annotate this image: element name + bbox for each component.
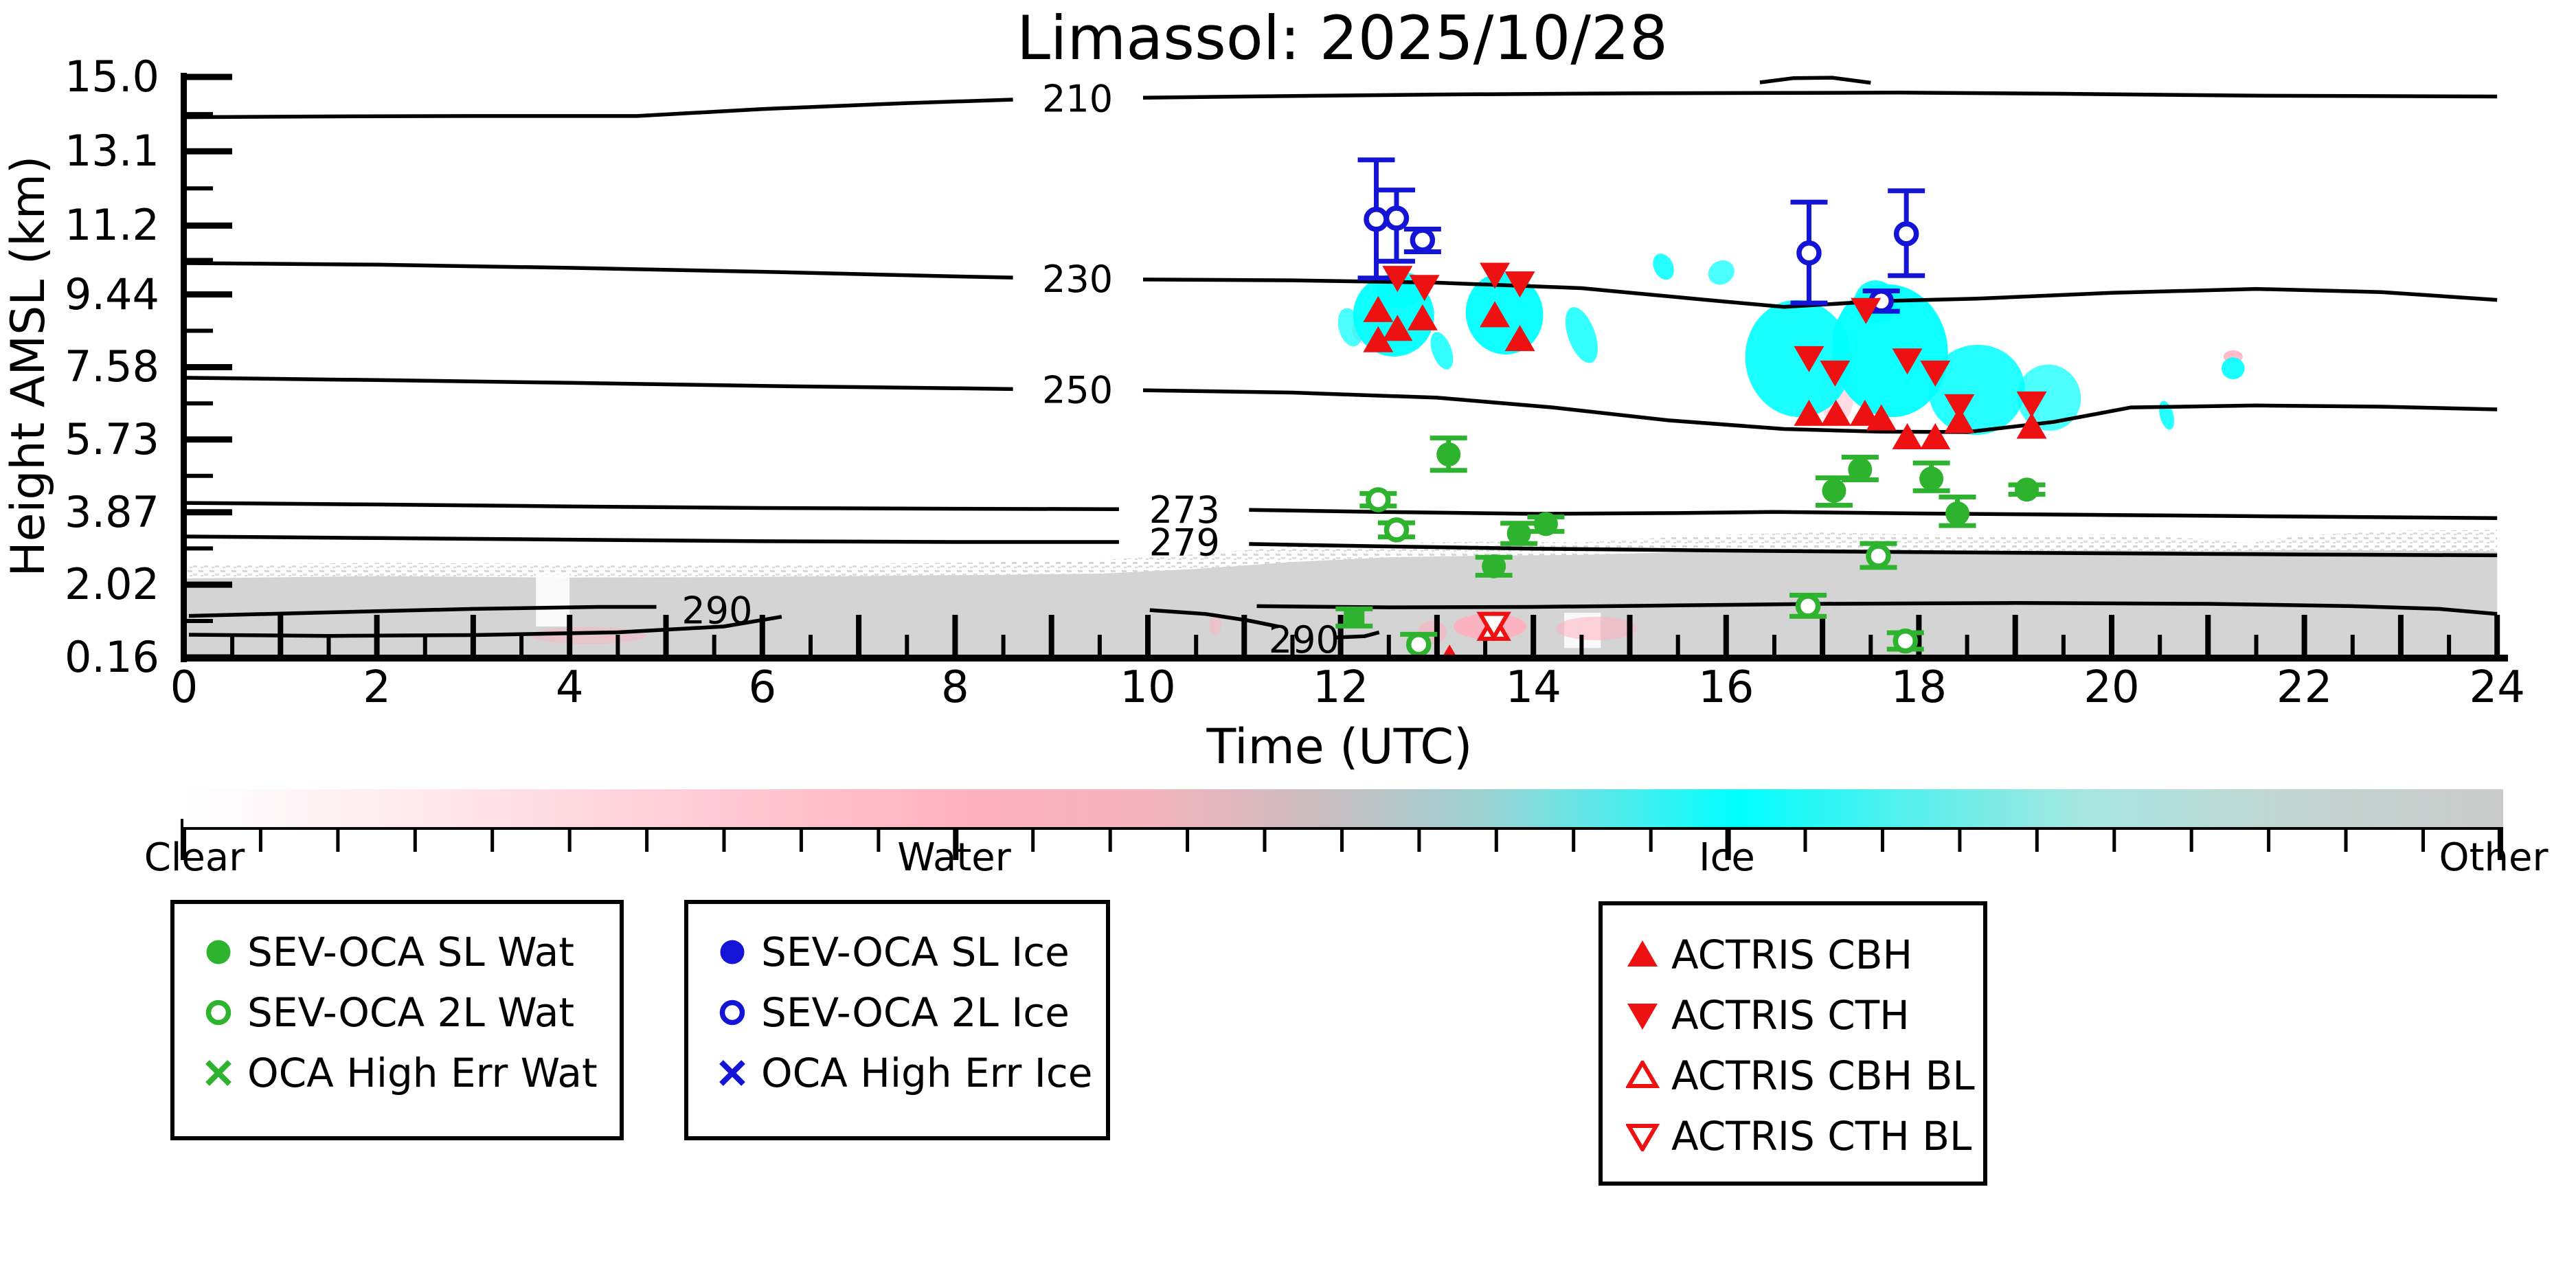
legend-row: SEV-OCA SL Ice — [716, 922, 1106, 982]
filled-triangle-down-icon — [1626, 1000, 1662, 1030]
legend-label: ACTRIS CTH BL — [1671, 1113, 1972, 1160]
series-actris-cbh — [1363, 295, 2047, 660]
filled-circle-icon — [716, 937, 752, 967]
y-tick-label: 3.87 — [64, 486, 159, 537]
x-tick-label: 4 — [555, 662, 584, 713]
legend-row: SEV-OCA 2L Ice — [716, 982, 1106, 1043]
svg-text:250: 250 — [1042, 369, 1113, 412]
classification-colorbar — [183, 789, 2503, 827]
x-tick-label: 2 — [363, 662, 391, 713]
x-mark-icon — [716, 1058, 752, 1088]
legend-label: ACTRIS CBH BL — [1671, 1052, 1975, 1099]
x-tick-label: 24 — [2469, 662, 2525, 713]
x-tick-label: 0 — [170, 662, 199, 713]
legend-row: ACTRIS CTH BL — [1626, 1106, 1983, 1166]
legend-box-water: SEV-OCA SL Wat SEV-OCA 2L Wat OCA High E… — [170, 900, 624, 1140]
open-circle-icon — [716, 997, 752, 1028]
legend-label: ACTRIS CTH — [1671, 992, 1910, 1039]
legend-label: OCA High Err Wat — [247, 1050, 598, 1096]
open-triangle-up-icon — [1626, 1061, 1662, 1091]
y-axis-ticks — [183, 74, 232, 661]
svg-text:210: 210 — [1042, 77, 1113, 120]
ice-cloud-regions — [1337, 253, 2245, 436]
legend-row: SEV-OCA SL Wat — [202, 922, 620, 982]
series-actris-cth — [1382, 262, 2047, 420]
temperature-contours — [183, 76, 2498, 640]
legend-box-ice: SEV-OCA SL Ice SEV-OCA 2L Ice OCA High E… — [684, 900, 1110, 1140]
legend-row: ACTRIS CBH — [1626, 925, 1983, 985]
y-tick-label: 9.44 — [64, 269, 159, 319]
series-sev-oca-sl-wat — [1430, 436, 2046, 578]
svg-text:279: 279 — [1149, 521, 1220, 565]
colorbar-label-water: Water — [897, 835, 1011, 880]
legend-box-actris: ACTRIS CBH ACTRIS CTH ACTRIS CBH BL ACTR… — [1598, 901, 1987, 1186]
y-tick-label: 15.0 — [64, 52, 159, 102]
x-tick-label: 14 — [1505, 662, 1561, 713]
x-tick-label: 20 — [2083, 662, 2140, 713]
legend-row: OCA High Err Ice — [716, 1043, 1106, 1103]
legend-label: SEV-OCA 2L Ice — [761, 989, 1070, 1036]
legend-label: OCA High Err Ice — [761, 1050, 1093, 1096]
x-tick-label: 16 — [1698, 662, 1754, 713]
series-actris-cth-bl — [1476, 611, 1511, 642]
legend-label: ACTRIS CBH — [1671, 931, 1913, 978]
colorbar-label-clear: Clear — [144, 835, 245, 880]
open-triangle-down-icon — [1626, 1121, 1662, 1151]
y-tick-label: 7.58 — [64, 341, 159, 392]
legend-row: ACTRIS CTH — [1626, 985, 1983, 1046]
legend-label: SEV-OCA SL Ice — [761, 929, 1070, 975]
y-tick-label: 2.02 — [64, 559, 159, 610]
filled-triangle-up-icon — [1626, 940, 1662, 970]
x-axis-ticks — [181, 615, 2500, 657]
x-axis-label: Time (UTC) — [1206, 719, 1473, 775]
y-tick-label: 11.2 — [64, 200, 159, 251]
x-tick-label: 10 — [1120, 662, 1176, 713]
svg-text:290: 290 — [1269, 618, 1340, 662]
axis-spines — [181, 73, 2508, 662]
y-tick-label: 0.16 — [64, 631, 159, 682]
legend-row: SEV-OCA 2L Wat — [202, 982, 620, 1043]
colorbar-label-other: Other — [2439, 835, 2549, 880]
filled-circle-icon — [202, 937, 238, 967]
svg-text:230: 230 — [1042, 258, 1113, 301]
x-mark-icon — [202, 1058, 238, 1088]
x-tick-label: 22 — [2276, 662, 2333, 713]
page-title: Limassol: 2025/10/28 — [1017, 3, 1668, 74]
open-circle-icon — [202, 997, 238, 1028]
legend-row: OCA High Err Wat — [202, 1043, 620, 1103]
colorbar-label-ice: Ice — [1699, 835, 1755, 880]
y-tick-label: 13.1 — [64, 126, 159, 177]
svg-text:273: 273 — [1149, 488, 1220, 532]
legend-row: ACTRIS CBH BL — [1626, 1046, 1983, 1106]
x-tick-label: 8 — [941, 662, 969, 713]
y-tick-label: 5.73 — [64, 414, 159, 464]
legend-label: SEV-OCA 2L Wat — [247, 989, 575, 1036]
x-tick-label: 18 — [1890, 662, 1947, 713]
svg-text:290: 290 — [681, 589, 752, 633]
series-sev-oca-sl-wat-near-surface — [1335, 606, 1373, 629]
series-sev-oca-2l-ice — [1357, 157, 1925, 314]
x-tick-label: 12 — [1312, 662, 1369, 713]
legend-label: SEV-OCA SL Wat — [247, 929, 575, 975]
x-tick-label: 6 — [748, 662, 777, 713]
series-sev-oca-2l-wat — [1359, 487, 1924, 660]
